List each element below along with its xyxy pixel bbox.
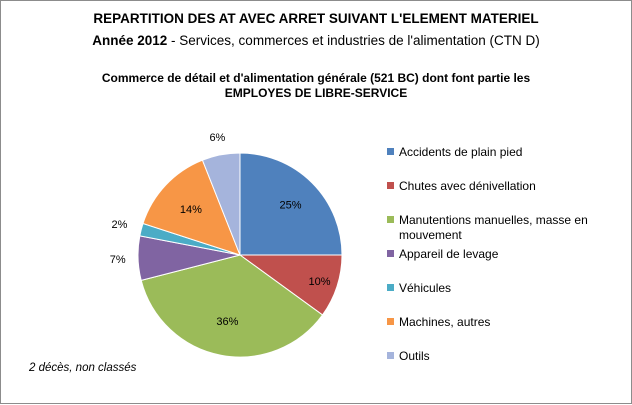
legend-swatch: [387, 352, 394, 359]
legend-label: Outils: [399, 349, 430, 363]
legend-swatch: [387, 318, 394, 325]
legend-swatch: [387, 284, 394, 291]
data-label-outils: 6%: [209, 132, 225, 144]
legend-label: Machines, autres: [399, 315, 491, 329]
data-label-chutes-avec-denivellation: 10%: [308, 276, 330, 288]
pie-slice-manutentions-manuelles-masse-en-mouvement: [140, 254, 324, 358]
chart-title-sector: - Services, commerces et industries de l…: [167, 33, 540, 48]
legend-label: Appareil de levage: [399, 247, 499, 261]
legend-label: Véhicules: [399, 281, 452, 295]
data-label-machines-autres: 14%: [180, 204, 202, 216]
legend-label: Chutes avec dénivellation: [399, 179, 536, 193]
chart-title-line2: Année 2012 - Services, commerces et indu…: [1, 33, 631, 48]
chart-year: Année 2012: [92, 33, 168, 48]
data-label-appareil-de-levage: 7%: [110, 254, 126, 266]
legend-swatch: [387, 182, 394, 189]
data-label-vehicules: 2%: [112, 219, 128, 231]
chart-title: REPARTITION DES AT AVEC ARRET SUIVANT L'…: [93, 11, 539, 26]
legend-label: Manutentions manuelles, masse en mouveme…: [399, 213, 588, 242]
pie-slice-outils: [201, 152, 241, 256]
pie-slice-accidents-de-plain-pied: [239, 152, 343, 256]
legend-label: Accidents de plain pied: [399, 145, 523, 159]
legend-swatch: [387, 216, 394, 223]
data-label-accidents-de-plain-pied: 25%: [279, 200, 301, 212]
chart-subtitle: Commerce de détail et d'alimentation gén…: [101, 71, 531, 100]
legend: Accidents de plain pied Chutes avec déniv…: [387, 1, 627, 403]
legend-swatch: [387, 250, 394, 257]
legend-swatch: [387, 148, 394, 155]
data-label-manutentions-manuelles-masse-en-mouvement: 36%: [216, 316, 238, 328]
pie-slice-machines-autres: [142, 159, 241, 256]
chart-note: 2 décès, non classés: [29, 362, 137, 374]
